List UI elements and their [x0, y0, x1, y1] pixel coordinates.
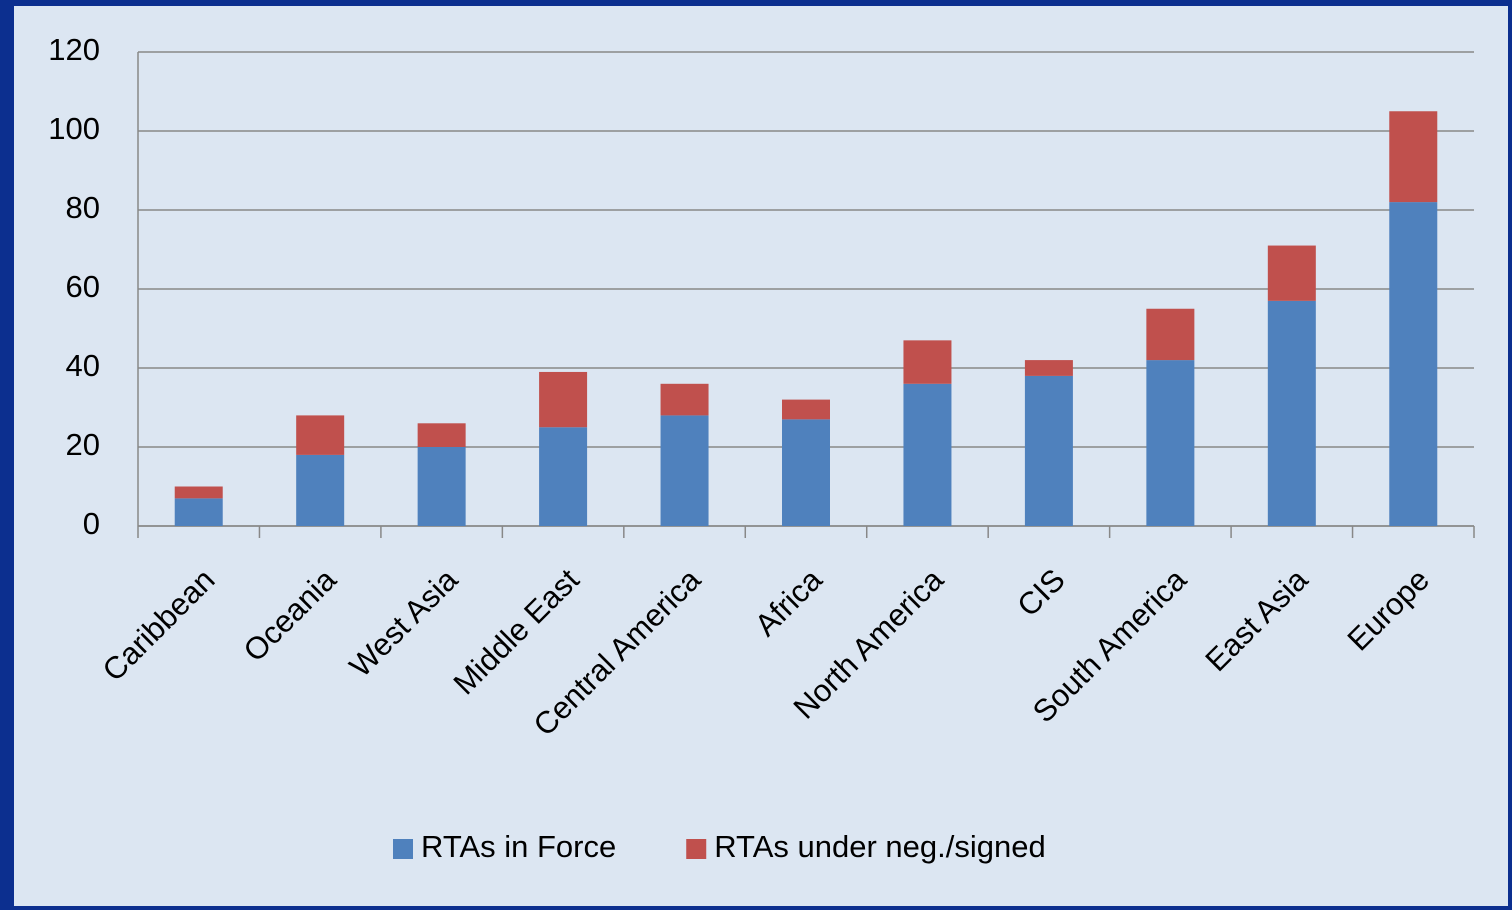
bar-segment [1267, 245, 1316, 301]
bar-segment [1024, 375, 1073, 526]
legend-label: RTAs under neg./signed [714, 829, 1045, 864]
bar-segment [1024, 360, 1073, 376]
legend-swatch [393, 839, 413, 859]
y-tick-label: 60 [66, 269, 100, 304]
y-tick-label: 120 [48, 32, 100, 67]
bar-segment [660, 415, 709, 526]
bar-segment [903, 383, 952, 526]
bar-segment [782, 399, 830, 420]
bar-segment [539, 371, 588, 428]
bar-segment [174, 498, 223, 526]
y-tick-label: 40 [66, 348, 100, 383]
bar-segment [417, 423, 466, 447]
bar-segment [417, 447, 466, 526]
bar-segment [296, 415, 345, 455]
bar-segment [1146, 308, 1195, 361]
chart-background [14, 6, 1508, 906]
y-tick-label: 100 [48, 111, 100, 146]
bar-segment [296, 454, 345, 526]
bar-segment [660, 383, 709, 416]
y-tick-label: 0 [83, 506, 100, 541]
bar-segment [782, 419, 830, 526]
bar-segment [1389, 202, 1438, 526]
bar-segment [539, 427, 588, 526]
bar-segment [903, 340, 952, 384]
y-tick-label: 80 [66, 190, 100, 225]
y-tick-label: 20 [66, 427, 100, 462]
bar-segment [1267, 300, 1316, 526]
legend-swatch [686, 839, 707, 859]
bar-segment [1146, 360, 1195, 526]
legend-label: RTAs in Force [421, 829, 616, 864]
bar-segment [1389, 111, 1438, 203]
bar-segment [174, 486, 223, 499]
